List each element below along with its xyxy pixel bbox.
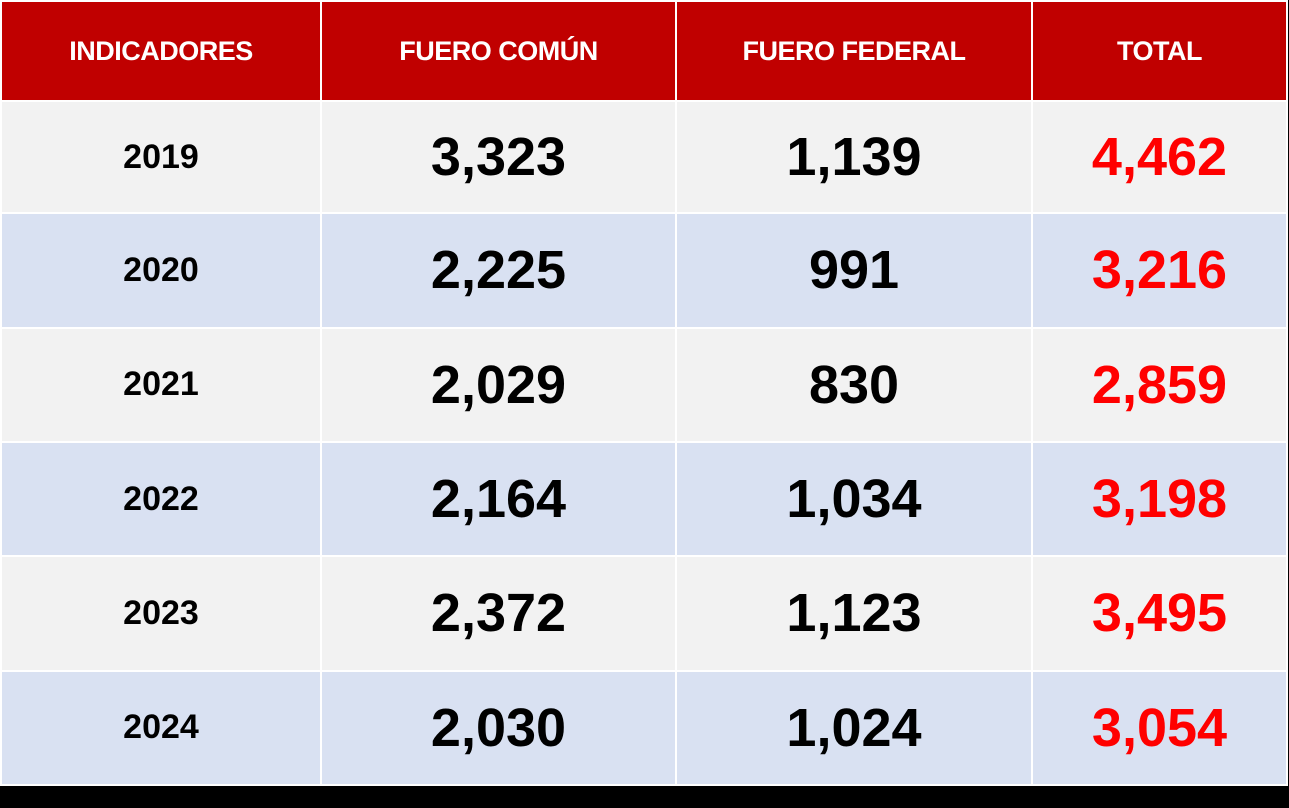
fuero-comun-cell: 3,323 [320,99,677,215]
table-row: 2024 2,030 1,024 3,054 [0,669,1288,787]
year-cell: 2024 [0,669,322,787]
table-row: 2023 2,372 1,123 3,495 [0,555,1288,672]
table-container: INDICADORES FUERO COMÚN FUERO FEDERAL TO… [0,0,1288,787]
header-row: INDICADORES FUERO COMÚN FUERO FEDERAL TO… [0,0,1288,102]
total-cell: 2,859 [1031,326,1288,443]
fuero-comun-cell: 2,164 [320,440,677,558]
total-cell: 3,495 [1031,555,1288,672]
year-cell: 2019 [0,99,322,215]
fuero-federal-cell: 1,123 [675,555,1033,672]
fuero-federal-cell: 991 [675,212,1033,329]
fuero-federal-cell: 830 [675,326,1033,443]
header-total: TOTAL [1031,0,1288,102]
fuero-federal-cell: 1,024 [675,669,1033,787]
year-cell: 2023 [0,555,322,672]
table-row: 2019 3,323 1,139 4,462 [0,99,1288,215]
fuero-federal-cell: 1,139 [675,99,1033,215]
year-cell: 2021 [0,326,322,443]
fuero-comun-cell: 2,225 [320,212,677,329]
indicators-table: INDICADORES FUERO COMÚN FUERO FEDERAL TO… [0,0,1288,787]
total-cell: 3,198 [1031,440,1288,558]
total-cell: 4,462 [1031,99,1288,215]
fuero-comun-cell: 2,372 [320,555,677,672]
header-fuero-comun: FUERO COMÚN [320,0,677,102]
year-cell: 2020 [0,212,322,329]
table-row: 2022 2,164 1,034 3,198 [0,440,1288,558]
year-cell: 2022 [0,440,322,558]
total-cell: 3,216 [1031,212,1288,329]
header-fuero-federal: FUERO FEDERAL [675,0,1033,102]
fuero-federal-cell: 1,034 [675,440,1033,558]
total-cell: 3,054 [1031,669,1288,787]
fuero-comun-cell: 2,030 [320,669,677,787]
table-row: 2020 2,225 991 3,216 [0,212,1288,329]
table-row: 2021 2,029 830 2,859 [0,326,1288,443]
fuero-comun-cell: 2,029 [320,326,677,443]
header-indicadores: INDICADORES [0,0,322,102]
